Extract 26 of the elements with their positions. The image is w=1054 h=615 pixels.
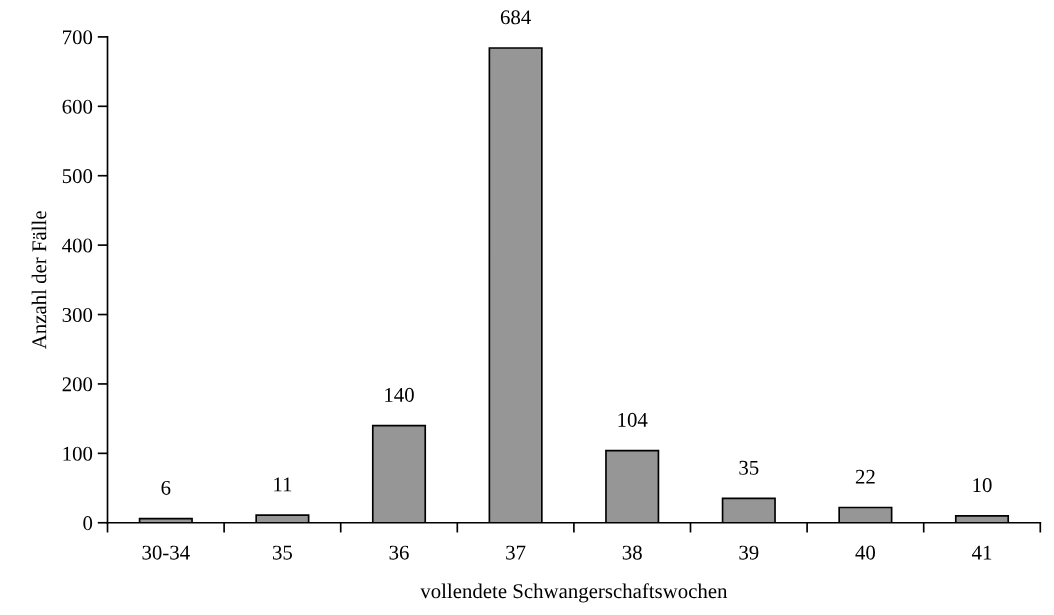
data-label: 10 [973,478,992,493]
x-tick-label: 39 [739,545,759,560]
x-axis-title: vollendete Schwangerschaftswochen [420,583,728,603]
y-tick-label: 0 [83,516,93,531]
y-tick-label: 300 [62,307,93,322]
x-tick-label: 37 [506,545,526,560]
x-tick-label: 35 [272,545,293,560]
data-label: 684 [500,10,531,25]
y-axis-title: Anzahl der Fälle [31,211,47,350]
x-tick-label: 41 [971,545,992,560]
y-tick-label: 500 [62,169,93,184]
data-label: 35 [739,460,759,475]
y-tick-label: 600 [62,99,93,114]
data-label: 104 [618,412,648,427]
data-label: 140 [385,387,414,402]
x-tick-label: 38 [622,545,642,560]
x-tick-label: 40 [855,545,876,560]
y-tick-label: 400 [62,238,93,253]
data-label: 11 [274,477,292,492]
data-label: 22 [855,469,875,484]
x-tick-label: 36 [389,545,409,560]
y-tick-label: 200 [62,377,93,392]
y-tick-label: 700 [63,30,93,45]
data-label: 6 [161,480,171,495]
x-tick-label: 30-34 [142,545,190,560]
y-tick-label: 100 [63,446,93,461]
